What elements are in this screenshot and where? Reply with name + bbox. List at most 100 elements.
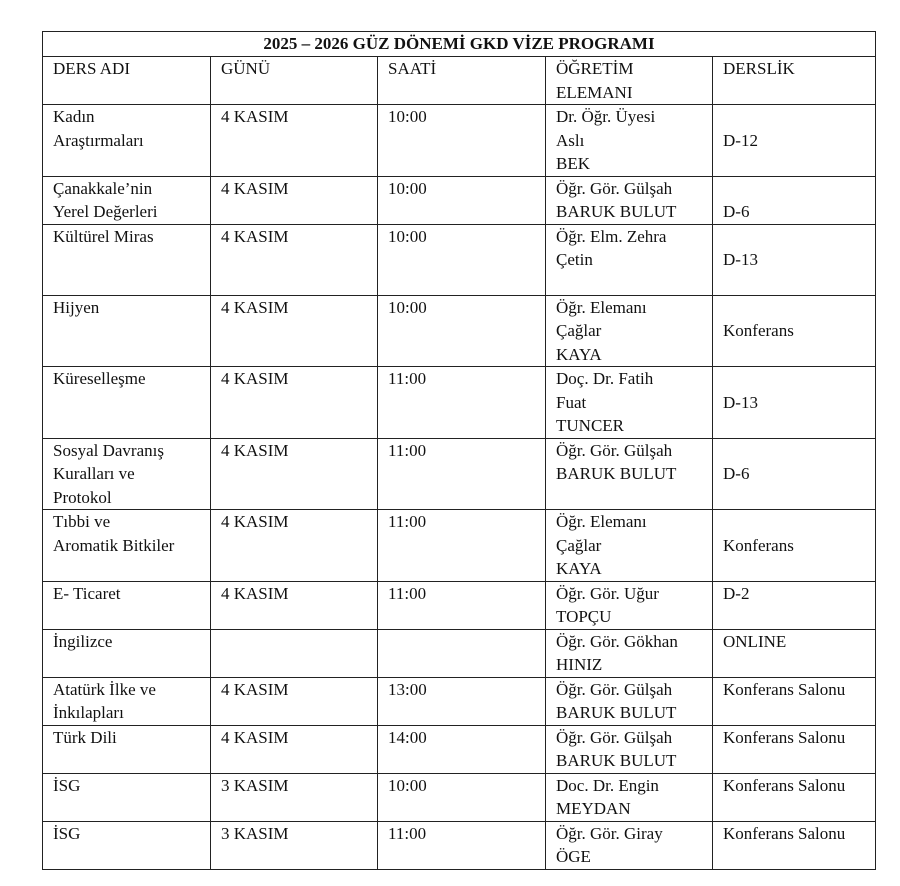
- exam-day: 4 KASIM: [210, 509, 378, 582]
- table-row: İngilizce Öğr. Gör. Gökhan HINIZ ONLINE: [42, 628, 876, 678]
- header-derslik: DERSLİK: [712, 56, 876, 105]
- course-name: Küreselleşme: [42, 366, 211, 439]
- table-row: İSG 3 KASIM 11:00 Öğr. Gör. Giray ÖGE Konfera…: [42, 820, 876, 870]
- exam-day: 4 KASIM: [210, 104, 378, 177]
- course-name-line: Tıbbi ve: [53, 512, 111, 531]
- table-row: Türk Dili 4 KASIM 14:00 Öğr. Gör. Gülşah BAR…: [42, 724, 876, 774]
- course-name-line: Yerel Değerleri: [53, 202, 158, 221]
- exam-day: 4 KASIM: [210, 294, 378, 367]
- exam-time: [377, 628, 546, 678]
- instructor-line: Öğr. Elemanı: [556, 512, 647, 531]
- instructor-line: Öğr. Gör. Gülşah: [556, 679, 673, 699]
- classroom: Konferans: [712, 294, 876, 367]
- classroom: D-6: [712, 437, 876, 510]
- exam-day: 4 KASIM: [210, 580, 378, 630]
- exam-time: 13:00: [377, 676, 546, 726]
- exam-time: 11:00: [377, 509, 546, 582]
- exam-time: 11:00: [377, 580, 546, 630]
- course-name: Hijyen: [42, 294, 211, 367]
- instructor-line: TOPÇU: [556, 607, 612, 626]
- instructor-line: BARUK BULUT: [556, 703, 677, 722]
- header-row: DERS ADI GÜNÜ SAATİ ÖĞRETİM ELEMANI DERSLİK: [42, 56, 876, 105]
- header-ders-adi: DERS ADI: [42, 56, 211, 105]
- table-row: İSG 3 KASIM 10:00 Doc. Dr. Engin MEYDAN Konfe…: [42, 772, 876, 822]
- course-name-line: Türk Dili: [53, 727, 117, 747]
- course-name: E- Ticaret: [42, 580, 211, 630]
- instructor-line: MEYDAN: [556, 799, 631, 818]
- classroom: D-13: [712, 223, 876, 296]
- course-name-line: Atatürk İlke ve: [53, 679, 156, 699]
- header-ogretim-elemani: ÖĞRETİM ELEMANI: [545, 56, 713, 105]
- instructor-line: Öğr. Gör. Gülşah: [556, 440, 673, 460]
- course-name-line: Kadın: [53, 107, 95, 126]
- course-name-line: Aromatik Bitkiler: [53, 535, 175, 555]
- table-row: Atatürk İlke ve İnkılapları 4 KASIM 13:00 Öğ…: [42, 676, 876, 726]
- instructor-line: HINIZ: [556, 655, 603, 674]
- exam-day: 3 KASIM: [210, 772, 378, 822]
- classroom: D-6: [712, 175, 876, 225]
- header-gunu: GÜNÜ: [210, 56, 378, 105]
- header-saati: SAATİ: [377, 56, 546, 105]
- table-row: E- Ticaret 4 KASIM 11:00 Öğr. Gör. Uğur TOPÇ…: [42, 580, 876, 630]
- course-name: Tıbbi ve Aromatik Bitkiler: [42, 509, 211, 582]
- exam-day: 4 KASIM: [210, 223, 378, 296]
- instructor-line: Çağlar: [556, 321, 602, 340]
- header-label: DERSLİK: [723, 59, 795, 78]
- classroom: D-2: [712, 580, 876, 630]
- classroom: Konferans Salonu: [712, 820, 876, 870]
- exam-time: 10:00: [377, 175, 546, 225]
- instructor-line: ÖGE: [556, 847, 591, 866]
- course-name: Sosyal Davranış Kuralları ve Protokol: [42, 437, 211, 510]
- table-row: Tıbbi ve Aromatik Bitkiler 4 KASIM 11:00 Öğr…: [42, 509, 876, 582]
- course-name-line: İnkılapları: [53, 703, 124, 722]
- instructor-line: Öğr. Gör. Giray: [556, 823, 663, 843]
- table-row: Hijyen 4 KASIM 10:00 Öğr. Elemanı Çağlar KAYA…: [42, 294, 876, 367]
- exam-day: 4 KASIM: [210, 676, 378, 726]
- course-name-line: Protokol: [53, 487, 112, 507]
- instructor: Öğr. Gör. Gülşah BARUK BULUT: [545, 676, 713, 726]
- header-label: ELEMANI: [556, 82, 633, 102]
- course-name: İngilizce: [42, 628, 211, 678]
- instructor-line: Dr. Öğr. Üyesi: [556, 107, 656, 126]
- instructor-line: Çağlar: [556, 535, 602, 555]
- instructor-line: Öğr. Gör. Gülşah: [556, 727, 673, 747]
- course-name-line: İSG: [53, 775, 81, 795]
- course-name-line: Çanakkale’nin: [53, 178, 153, 198]
- exam-time: 11:00: [377, 820, 546, 870]
- table-row: Kadın Araştırmaları 4 KASIM 10:00 Dr. Öğr. Ü…: [42, 104, 876, 177]
- exam-schedule-table: 2025 – 2026 GÜZ DÖNEMİ GKD VİZE PROGRAMI…: [42, 31, 876, 870]
- exam-time: 11:00: [377, 366, 546, 439]
- instructor: Öğr. Gör. Gökhan HINIZ: [545, 628, 713, 678]
- instructor-line: TUNCER: [556, 416, 624, 435]
- instructor: Öğr. Elm. Zehra Çetin: [545, 223, 713, 296]
- course-name-line: Kültürel Miras: [53, 226, 154, 246]
- instructor: Öğr. Elemanı Çağlar KAYA: [545, 294, 713, 367]
- exam-day: [210, 628, 378, 678]
- exam-time: 11:00: [377, 437, 546, 510]
- classroom: ONLINE: [712, 628, 876, 678]
- instructor-line: Aslı: [556, 130, 585, 150]
- instructor: Öğr. Gör. Giray ÖGE: [545, 820, 713, 870]
- classroom: D-13: [712, 366, 876, 439]
- course-name-line: Küreselleşme: [53, 369, 146, 388]
- instructor: Doç. Dr. Fatih Fuat TUNCER: [545, 366, 713, 439]
- instructor-line: Doc. Dr. Engin: [556, 775, 659, 795]
- course-name-line: Araştırmaları: [53, 130, 144, 150]
- instructor: Öğr. Gör. Gülşah BARUK BULUT: [545, 437, 713, 510]
- course-name-line: İSG: [53, 823, 81, 843]
- course-name-line: Hijyen: [53, 297, 100, 317]
- classroom: Konferans Salonu: [712, 772, 876, 822]
- course-name: Kültürel Miras: [42, 223, 211, 296]
- instructor-line: Doç. Dr. Fatih: [556, 369, 654, 388]
- exam-day: 4 KASIM: [210, 437, 378, 510]
- course-name: Türk Dili: [42, 724, 211, 774]
- exam-day: 4 KASIM: [210, 366, 378, 439]
- classroom: Konferans: [712, 509, 876, 582]
- course-name-line: E- Ticaret: [53, 583, 121, 603]
- course-name: Çanakkale’nin Yerel Değerleri: [42, 175, 211, 225]
- classroom: Konferans Salonu: [712, 724, 876, 774]
- instructor-line: Öğr. Elm. Zehra: [556, 226, 667, 246]
- exam-time: 10:00: [377, 772, 546, 822]
- instructor-line: Çetin: [556, 250, 593, 269]
- course-name-line: İngilizce: [53, 631, 113, 651]
